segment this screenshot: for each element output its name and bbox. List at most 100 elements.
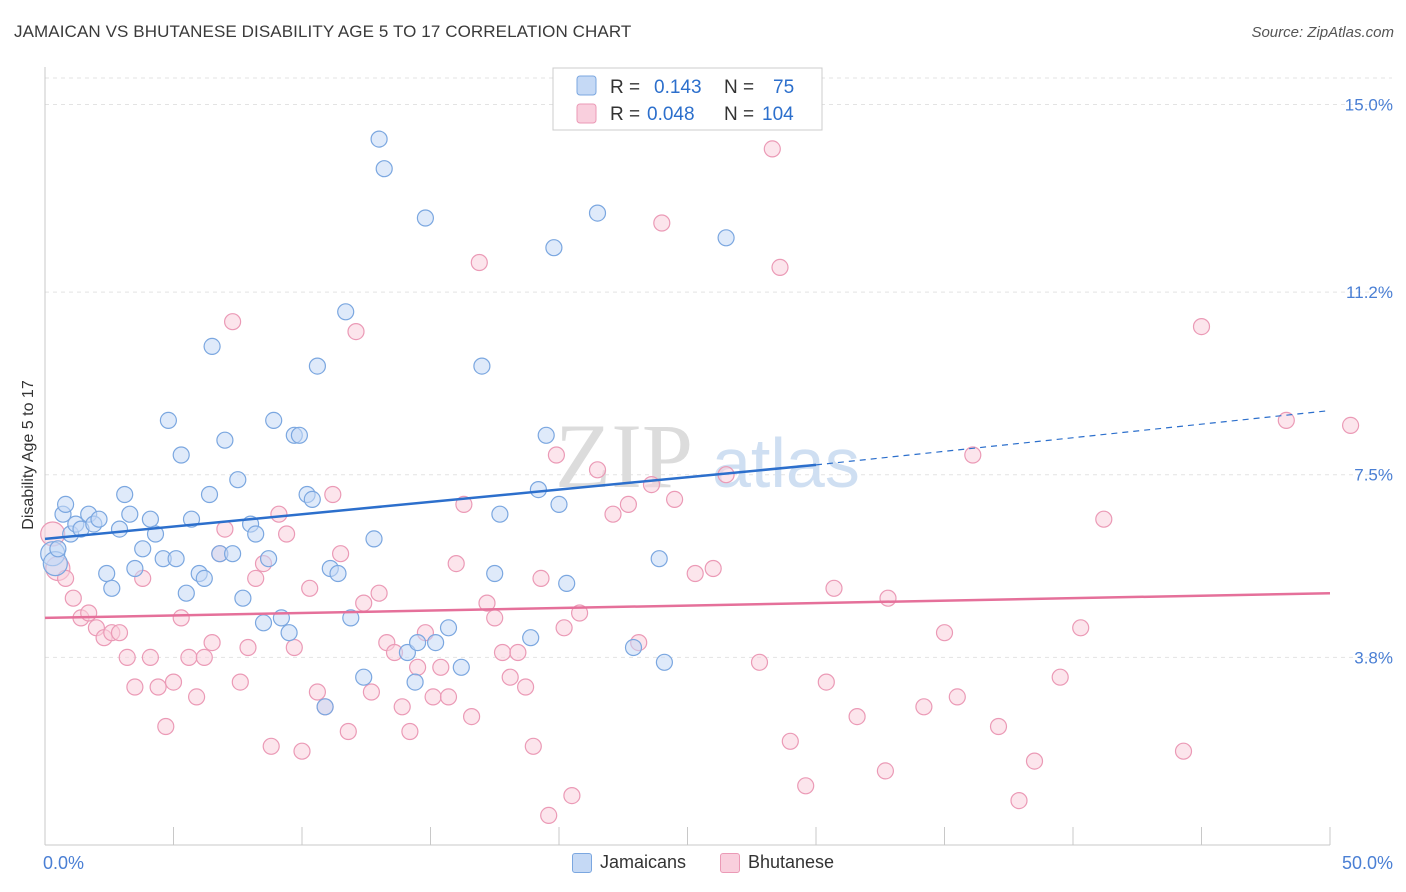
bhutanese-point-9 [110, 624, 129, 642]
jamaicans-point-37 [254, 614, 273, 632]
jamaicans-point-11 [98, 564, 116, 583]
jamaicans-point-4 [56, 495, 75, 513]
jamaicans-point-12 [103, 579, 121, 597]
bhutanese-point-46 [393, 698, 411, 716]
bhutanese-point-68 [563, 786, 581, 805]
bhutanese-point-53 [447, 554, 465, 573]
jamaicans-point-33 [229, 471, 247, 489]
jamaicans-point-16 [126, 559, 144, 578]
jamaicans-point-51 [342, 609, 360, 627]
jamaicans-point-25 [182, 510, 201, 528]
bhutanese-point-55 [463, 707, 481, 726]
bhutanese-point-41 [355, 594, 373, 612]
legend-bottom-label-jamaicans: Jamaicans [599, 852, 686, 872]
bhutanese-point-21 [203, 633, 221, 652]
jamaicans-point-55 [375, 160, 393, 178]
bhutanese-point-91 [935, 624, 954, 642]
jamaicans-point-28 [200, 485, 219, 504]
bhutanese-point-78 [704, 559, 722, 578]
jamaicans-point-67 [529, 481, 548, 499]
jamaicans-point-68 [537, 426, 555, 444]
bhutanese-point-101 [1192, 318, 1211, 336]
jamaicans-point-46 [308, 357, 326, 375]
jamaicans-point-39 [265, 411, 283, 429]
legend-n-value-1: 75 [773, 77, 794, 98]
bhutanese-point-69 [570, 604, 589, 622]
jamaicans-point-22 [167, 550, 185, 568]
bhutanese-point-5 [80, 604, 98, 622]
bhutanese-point-71 [604, 505, 622, 523]
jamaicans-trend-extension [815, 409, 1331, 466]
bhutanese-point-85 [817, 673, 835, 691]
bhutanese-point-27 [247, 569, 265, 588]
bhutanese-point-35 [308, 683, 326, 701]
bhutanese-point-88 [876, 762, 895, 780]
bhutanese-point-67 [555, 619, 573, 637]
legend-bottom-swatch-bhutanese [719, 852, 740, 873]
bhutanese-point-26 [239, 638, 257, 657]
jamaicans-point-50 [337, 303, 355, 321]
bhutanese-point-97 [1051, 668, 1069, 686]
bhutanese-point-58 [486, 609, 504, 627]
jamaicans-point-63 [473, 357, 491, 375]
jamaicans-point-36 [247, 525, 265, 543]
jamaicans-point-14 [116, 485, 134, 504]
bhutanese-point-42 [362, 683, 380, 701]
jamaicans-point-32 [224, 545, 242, 563]
y-tick-label-0: 3.8% [1354, 648, 1393, 667]
bhutanese-point-10 [118, 648, 136, 667]
bhutanese-point-40 [347, 323, 365, 341]
jamaicans-point-34 [234, 589, 252, 607]
jamaicans-point-71 [558, 574, 576, 593]
bhutanese-point-103 [1341, 416, 1360, 434]
bhutanese-point-51 [432, 658, 450, 676]
bhutanese-point-30 [270, 505, 288, 523]
bhutanese-point-90 [915, 698, 933, 716]
jamaicans-point-73 [624, 638, 643, 657]
jamaicans-point-10 [90, 510, 108, 528]
jamaicans-point-57 [406, 673, 424, 691]
jamaicans-point-15 [121, 505, 139, 523]
bhutanese-point-50 [424, 688, 442, 706]
bhutanese-point-81 [763, 140, 781, 158]
bhutanese-point-86 [825, 579, 843, 597]
legend-swatch-bhutanese [576, 103, 597, 124]
bhutanese-point-60 [501, 668, 519, 686]
bhutanese-point-37 [324, 485, 342, 504]
x-tick-label-1: 50.0% [1342, 853, 1393, 873]
jamaicans-point-19 [146, 525, 165, 543]
bhutanese-point-23 [216, 520, 234, 538]
bhutanese-point-82 [771, 258, 789, 276]
bhutanese-point-65 [540, 806, 558, 825]
jamaicans-point-59 [416, 209, 434, 227]
bhutanese-point-31 [278, 525, 296, 543]
bhutanese-point-32 [285, 638, 303, 657]
x-tick-label-0: 0.0% [43, 853, 84, 873]
watermark-zip: ZIP [555, 405, 693, 507]
legend-r-value-1: 0.143 [654, 77, 702, 98]
bhutanese-point-72 [619, 495, 638, 513]
jamaicans-point-43 [290, 426, 308, 444]
bhutanese-point-18 [180, 648, 198, 667]
jamaicans-point-72 [588, 204, 607, 222]
y-tick-label-2: 11.2% [1346, 283, 1393, 302]
legend-n-label-2: N = [724, 104, 754, 125]
bhutanese-point-13 [141, 648, 159, 667]
jamaicans-point-53 [365, 530, 383, 548]
bhutanese-point-93 [964, 446, 982, 464]
jamaicans-point-2 [49, 540, 67, 558]
bhutanese-point-75 [653, 214, 671, 232]
jamaicans-point-29 [203, 337, 221, 355]
y-axis-label: Disability Age 5 to 17 [20, 380, 37, 530]
bhutanese-point-56 [470, 253, 488, 272]
bhutanese-point-87 [848, 707, 866, 726]
trend-lines [44, 409, 1331, 620]
bhutanese-point-70 [588, 461, 607, 479]
jamaicans-trend-line [44, 463, 817, 541]
bhutanese-point-38 [332, 545, 350, 563]
bhutanese-point-95 [1010, 791, 1028, 810]
jamaicans-point-41 [280, 624, 298, 642]
bhutanese-point-52 [439, 688, 458, 706]
bhutanese-point-62 [516, 678, 535, 696]
